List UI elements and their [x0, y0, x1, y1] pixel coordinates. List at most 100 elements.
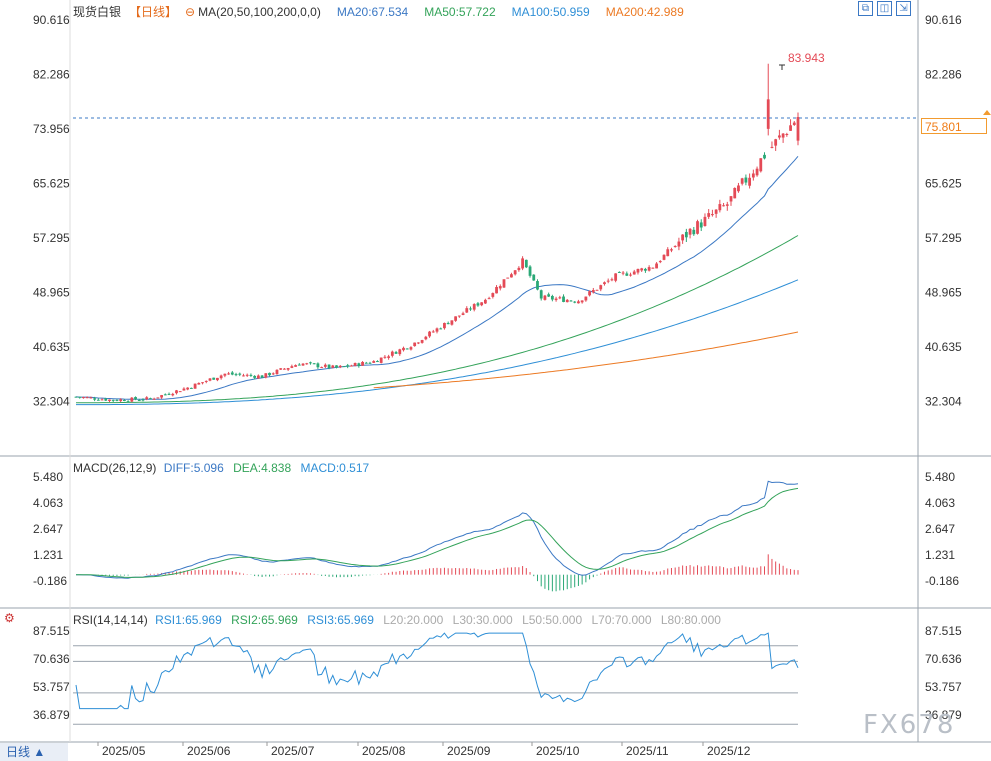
candle-body: [472, 304, 476, 310]
candle-body: [342, 366, 346, 368]
candle-body: [729, 196, 733, 202]
candle-body: [763, 154, 766, 159]
candle-body: [323, 364, 327, 367]
candle-body: [457, 315, 461, 317]
candle-body: [666, 249, 670, 257]
price-axis-left-label: 48.965: [33, 286, 70, 300]
candle-body: [577, 301, 580, 304]
candle-body: [156, 397, 160, 399]
candle-body: [193, 383, 197, 389]
candle-body: [297, 364, 301, 366]
x-axis-label: 2025/05: [102, 744, 146, 758]
x-axis-label: 2025/08: [362, 744, 406, 758]
candle-body: [658, 261, 662, 263]
candle-body: [688, 228, 692, 235]
candle-body: [510, 274, 513, 278]
candle-body: [528, 266, 532, 276]
x-axis-label: 2025/12: [707, 744, 751, 758]
candle-body: [703, 216, 707, 226]
candle-body: [766, 99, 770, 129]
candle-body: [141, 399, 145, 401]
candle-body: [737, 185, 740, 192]
rsi-axis-left-label: 36.879: [33, 708, 70, 722]
candle-body: [435, 328, 439, 332]
candle-body: [368, 362, 372, 364]
rsi2-value: RSI2:65.969: [231, 613, 298, 627]
window-controls: ⧉ ◫ ⇲: [858, 1, 911, 16]
ma20-line: [75, 155, 799, 400]
candle-body: [216, 377, 219, 381]
candle-body: [331, 365, 335, 368]
x-axis-label: 2025/06: [187, 744, 231, 758]
candle-body: [547, 294, 551, 297]
candle-body: [498, 286, 502, 289]
candle-body: [223, 373, 227, 376]
candle-body: [632, 271, 636, 275]
ma-settings-icon[interactable]: ⊖: [185, 5, 196, 19]
price-axis-right-label: 65.625: [925, 177, 962, 191]
x-axis-label: 2025/10: [536, 744, 580, 758]
candle-body: [305, 363, 309, 365]
candle-body: [189, 387, 193, 389]
candle-body: [134, 397, 137, 400]
price-axis-right-label: 90.616: [925, 13, 962, 27]
candle-body: [149, 398, 152, 400]
instrument-name: 现货白银: [73, 5, 122, 19]
macd-value: MACD:0.517: [300, 461, 370, 475]
candle-body: [256, 375, 260, 379]
expand-icon[interactable]: ◫: [877, 1, 892, 16]
candle-body: [390, 351, 394, 356]
export-icon[interactable]: ⇲: [896, 1, 911, 16]
candle-body: [182, 388, 186, 391]
candle-body: [670, 249, 673, 251]
candle-body: [644, 268, 647, 271]
candle-body: [219, 375, 223, 379]
candle-body: [230, 372, 234, 375]
period-tab[interactable]: 日线 ▲: [0, 743, 68, 761]
rsi-header: RSI(14,14,14) RSI1:65.969 RSI2:65.969 RS…: [73, 613, 721, 627]
candle-body: [655, 263, 658, 269]
candle-body: [394, 352, 398, 354]
settings-icon[interactable]: ⚙: [4, 611, 15, 625]
price-axis-left-label: 90.616: [33, 13, 70, 27]
macd-axis-right-label: 1.231: [925, 548, 955, 562]
watermark: FX678: [863, 710, 956, 740]
candle-body: [740, 178, 744, 184]
candle-body: [197, 382, 201, 385]
period-label[interactable]: 【日线】: [129, 5, 178, 19]
candle-body: [204, 380, 208, 382]
candle-body: [115, 399, 119, 401]
price-axis-left-label: 57.295: [33, 231, 70, 245]
candle-body: [711, 214, 714, 216]
candle-body: [227, 373, 230, 375]
ma200-line: [373, 331, 799, 389]
candle-body: [744, 177, 748, 183]
candle-body: [413, 342, 417, 347]
candle-body: [275, 369, 279, 375]
candle-body: [145, 397, 149, 400]
rsi-level-20: L20:20.000: [383, 613, 444, 627]
candle-body: [562, 296, 565, 302]
candle-body: [595, 289, 599, 291]
ma-label: MA(20,50,100,200,0,0): [198, 5, 321, 19]
rsi-axis-right-label: 53.757: [925, 680, 962, 694]
candle-body: [789, 125, 792, 131]
candle-body: [491, 293, 495, 297]
candle-body: [550, 296, 554, 300]
candle-body: [264, 373, 268, 378]
x-axis-label: 2025/07: [271, 744, 315, 758]
candle-body: [353, 362, 357, 366]
candle-body: [521, 258, 524, 269]
macd-diff-line: [75, 480, 799, 579]
ma50-line: [76, 235, 799, 404]
candle-body: [424, 336, 428, 340]
last-price-arrow: [983, 110, 991, 115]
rsi-axis-left-label: 53.757: [33, 680, 70, 694]
rsi1-value: RSI1:65.969: [155, 613, 222, 627]
candle-body: [357, 363, 361, 367]
restore-icon[interactable]: ⧉: [858, 1, 873, 16]
candle-body: [271, 373, 275, 375]
candle-body: [238, 373, 242, 375]
